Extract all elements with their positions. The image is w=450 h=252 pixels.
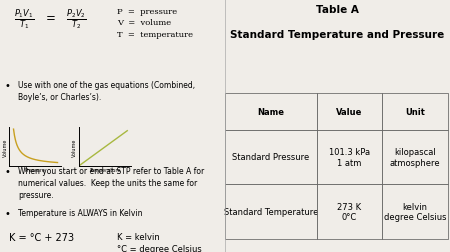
Text: Use with one of the gas equations (Combined,
Boyle’s, or Charles’s).: Use with one of the gas equations (Combi…: [18, 81, 195, 102]
Text: K = °C + 273: K = °C + 273: [9, 232, 74, 242]
Text: Standard Temperature and Pressure: Standard Temperature and Pressure: [230, 30, 445, 40]
Text: •: •: [4, 166, 10, 176]
X-axis label: Pressure: Pressure: [24, 168, 45, 173]
Text: $\frac{P_1V_1}{T_1}$   =   $\frac{P_2V_2}{T_2}$: $\frac{P_1V_1}{T_1}$ = $\frac{P_2V_2}{T_…: [14, 8, 86, 32]
Text: Table A: Table A: [316, 5, 359, 15]
Text: •: •: [4, 208, 10, 218]
Y-axis label: Volume: Volume: [72, 138, 77, 156]
X-axis label: Temperature: Temperature: [89, 168, 120, 173]
Text: When you start or end at STP refer to Table A for
numerical values.  Keep the un: When you start or end at STP refer to Ta…: [18, 166, 204, 200]
Text: Temperature is ALWAYS in Kelvin: Temperature is ALWAYS in Kelvin: [18, 208, 143, 217]
Text: P  =  pressure
V  =  volume
T  =  temperature: P = pressure V = volume T = temperature: [117, 8, 193, 39]
Text: K = kelvin
°C = degree Celsius: K = kelvin °C = degree Celsius: [117, 232, 202, 252]
Y-axis label: Volume: Volume: [3, 138, 8, 156]
Text: •: •: [4, 81, 10, 91]
